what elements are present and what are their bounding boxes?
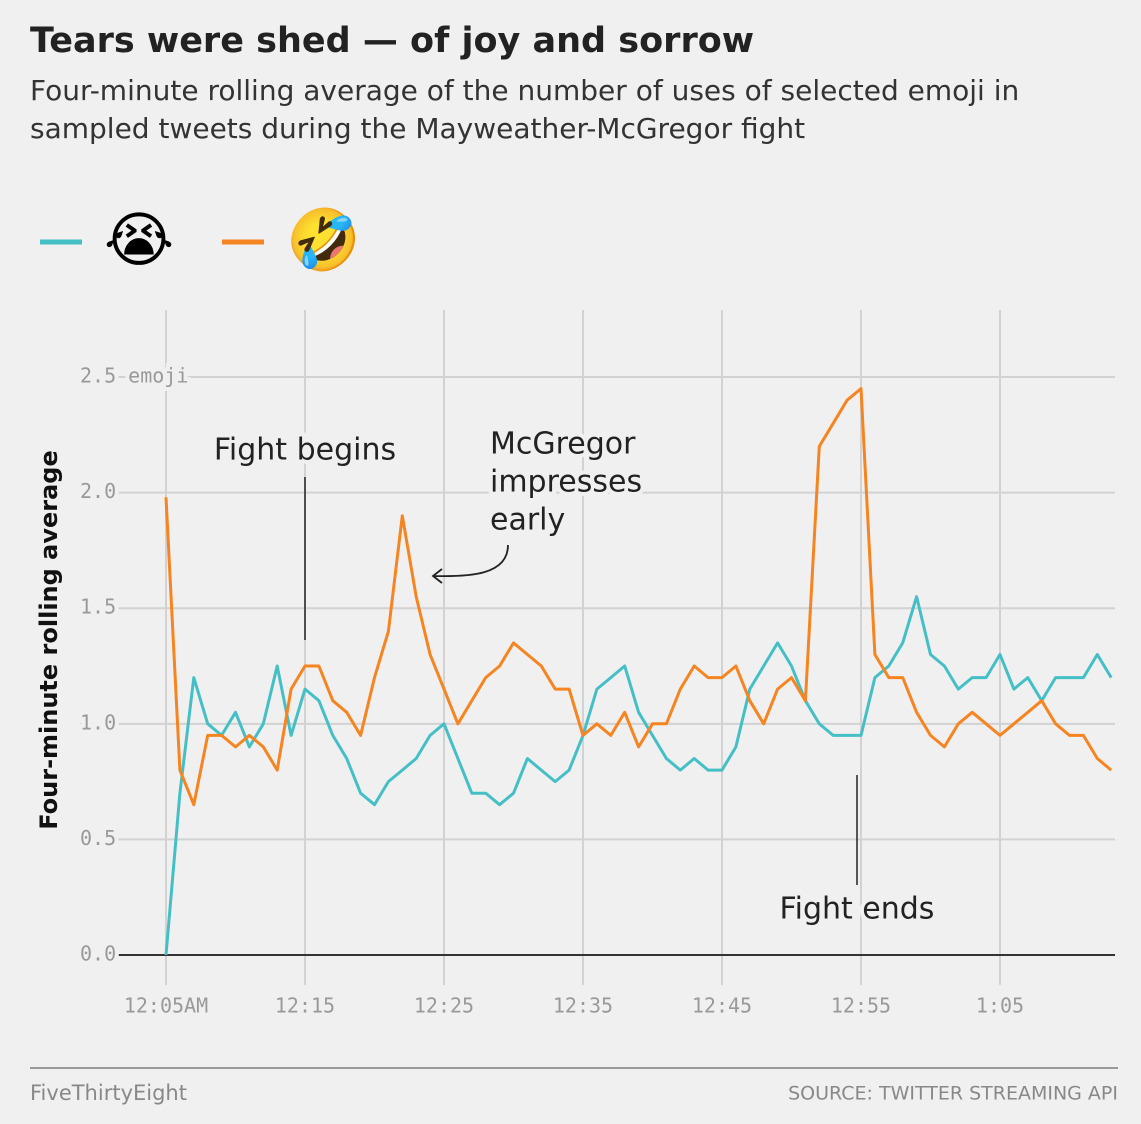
chart-title: Tears were shed — of joy and sorrow — [30, 21, 754, 61]
annotation-arrow — [431, 544, 509, 584]
y-tick-label: 0.5 — [80, 826, 116, 850]
series-line — [164, 387, 1113, 807]
y-tick-label: 0.0 — [80, 942, 116, 966]
annotation: impresses — [490, 465, 642, 500]
subtitle: sampled tweets during the Mayweather-McG… — [30, 112, 805, 145]
x-tick-label: 12:05AM — [124, 994, 208, 1018]
x-tick-label: 12:15 — [275, 994, 335, 1018]
legend-label: 🤣 — [284, 206, 361, 278]
x-tick-label: 12:55 — [831, 994, 891, 1018]
x-tick-label: 1:05 — [976, 994, 1024, 1018]
x-tick-label: 12:45 — [692, 994, 752, 1018]
annotation: early — [490, 503, 565, 538]
annotation: Fight begins — [214, 433, 396, 468]
y-tick-label: 1.0 — [80, 710, 116, 734]
y-axis-label: Four-minute rolling average — [35, 450, 63, 830]
x-tick-label: 12:25 — [414, 994, 474, 1018]
legend-label: 😭 — [104, 206, 174, 276]
annotation: Fight ends — [780, 892, 935, 927]
y-tick-label: 2.0 — [80, 479, 116, 503]
annotation: McGregor — [490, 427, 636, 462]
credit: FiveThirtyEight — [30, 1081, 187, 1105]
source: SOURCE: TWITTER STREAMING API — [788, 1083, 1118, 1105]
x-tick-label: 12:35 — [553, 994, 613, 1018]
series-line — [164, 595, 1113, 956]
y-tick-label: 2.5 emoji — [80, 364, 188, 388]
y-tick-label: 1.5 — [80, 595, 116, 619]
subtitle: Four-minute rolling average of the numbe… — [30, 74, 1019, 107]
